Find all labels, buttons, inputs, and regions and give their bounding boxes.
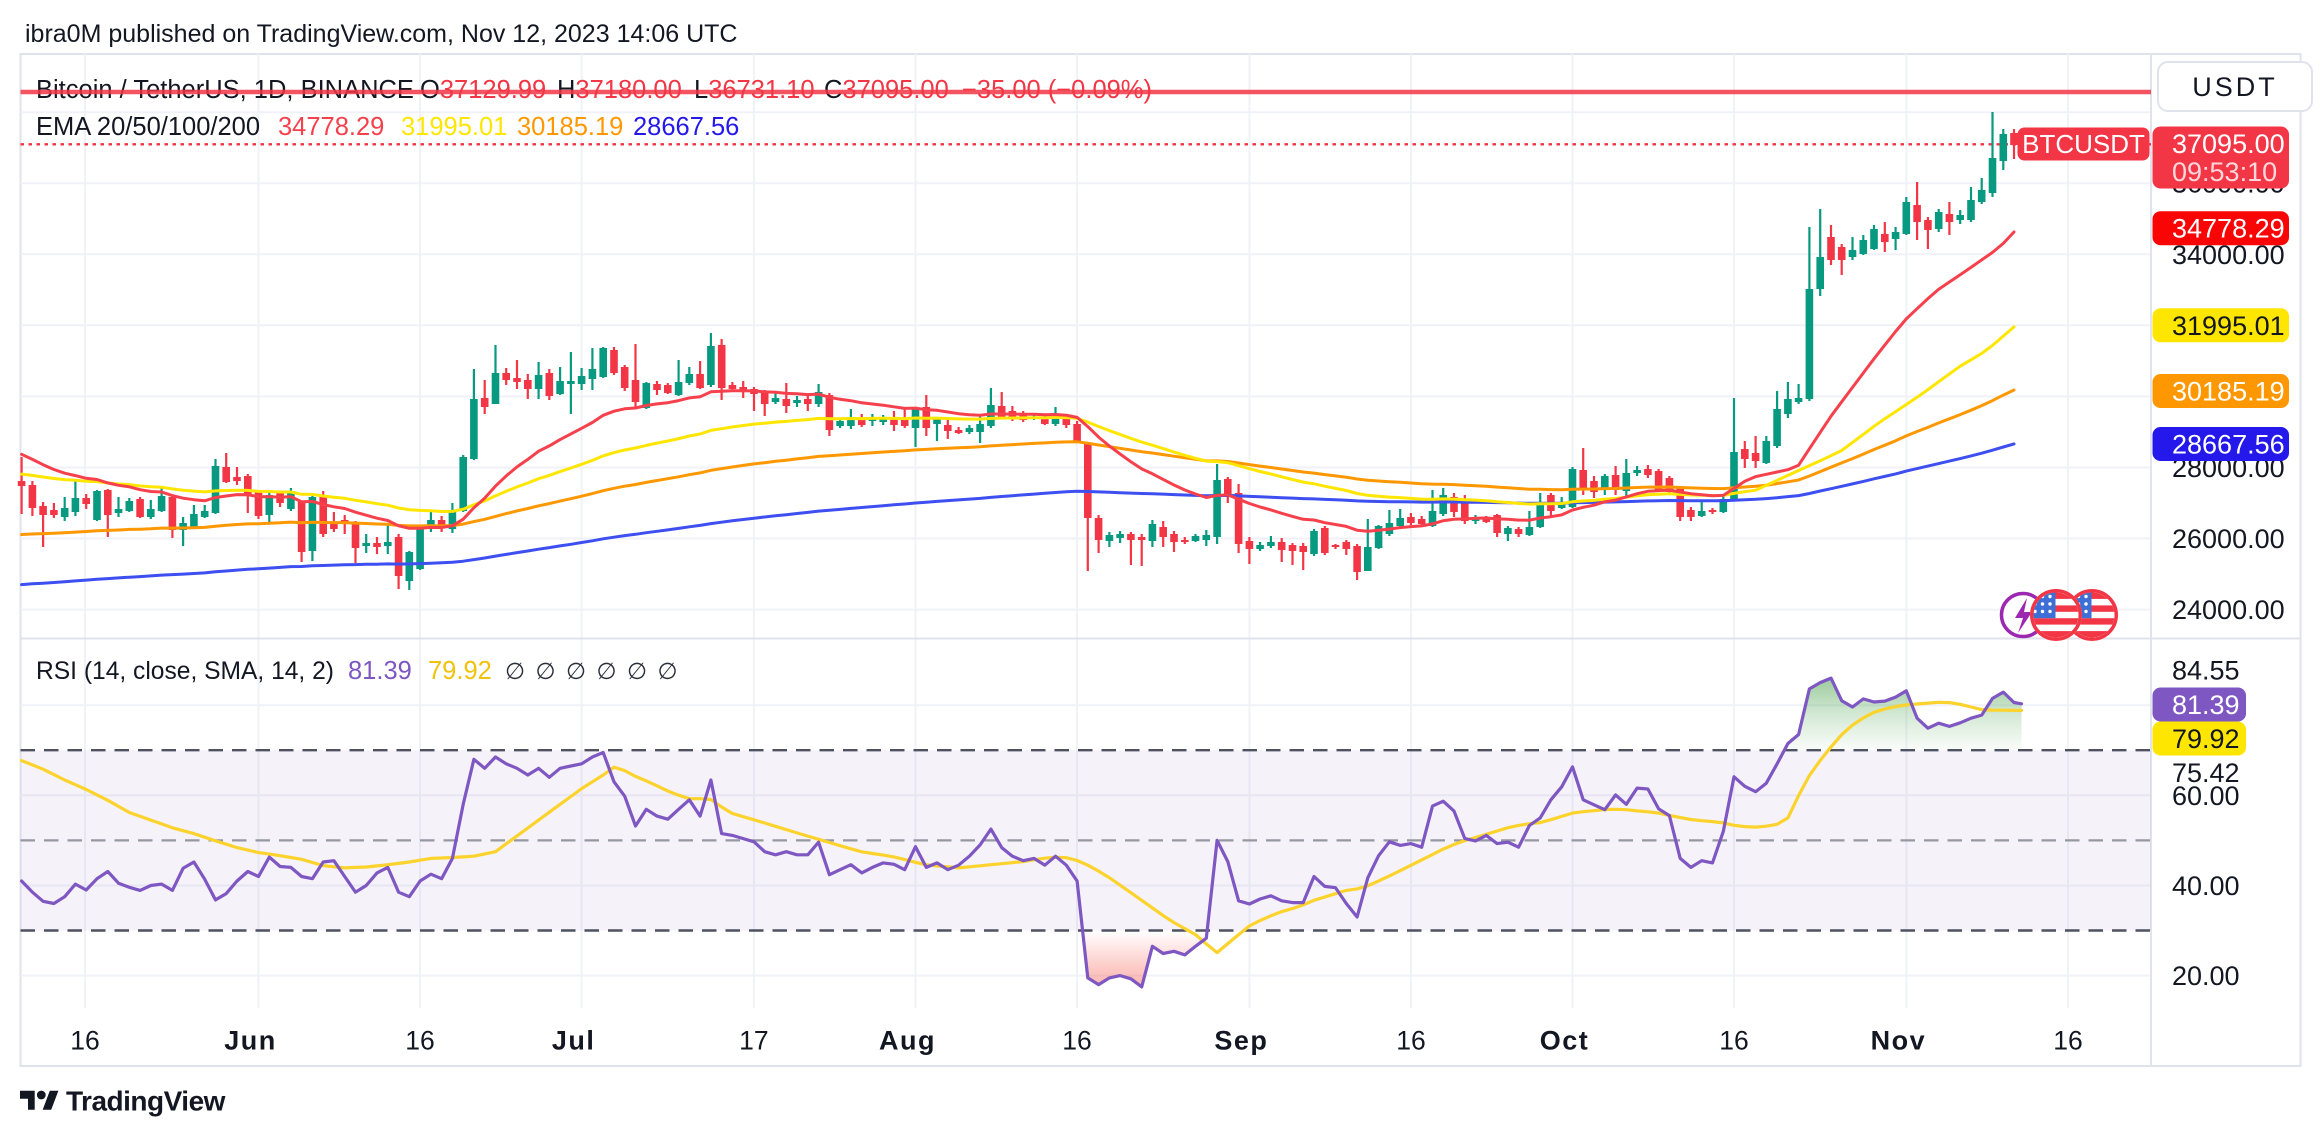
- svg-text:79.92: 79.92: [428, 657, 492, 685]
- svg-text:∅: ∅: [566, 658, 586, 684]
- svg-text:∅: ∅: [658, 658, 678, 684]
- svg-text:Oct: Oct: [1540, 1026, 1590, 1056]
- svg-text:RSI (14, close, SMA, 14, 2): RSI (14, close, SMA, 14, 2): [36, 658, 334, 685]
- svg-text:20.00: 20.00: [2172, 961, 2240, 991]
- svg-text:09:53:10: 09:53:10: [2172, 157, 2277, 187]
- svg-text:Sep: Sep: [1214, 1026, 1268, 1056]
- svg-text:ibra0M published on TradingVie: ibra0M published on TradingView.com, Nov…: [25, 20, 737, 48]
- svg-text:Jul: Jul: [552, 1026, 596, 1056]
- svg-text:Jun: Jun: [224, 1026, 277, 1056]
- svg-text:EMA 20/50/100/200: EMA 20/50/100/200: [36, 113, 260, 141]
- svg-text:34778.29: 34778.29: [278, 113, 384, 141]
- svg-text:16: 16: [1719, 1026, 1748, 1056]
- svg-text:24000.00: 24000.00: [2172, 595, 2285, 625]
- svg-text:USDT: USDT: [2192, 72, 2278, 102]
- svg-text:16: 16: [2053, 1026, 2082, 1056]
- svg-text:17: 17: [739, 1026, 768, 1056]
- svg-text:TradingView: TradingView: [66, 1086, 226, 1117]
- svg-text:81.39: 81.39: [348, 657, 412, 685]
- svg-text:16: 16: [405, 1026, 434, 1056]
- svg-text:16: 16: [1062, 1026, 1091, 1056]
- svg-text:30185.19: 30185.19: [517, 113, 623, 141]
- svg-text:26000.00: 26000.00: [2172, 524, 2285, 554]
- svg-text:16: 16: [70, 1026, 99, 1056]
- svg-text:∅: ∅: [627, 658, 647, 684]
- svg-text:81.39: 81.39: [2172, 690, 2240, 720]
- svg-text:∅: ∅: [536, 658, 556, 684]
- svg-text:Aug: Aug: [879, 1026, 936, 1056]
- svg-text:∅: ∅: [597, 658, 617, 684]
- svg-text:60.00: 60.00: [2172, 781, 2240, 811]
- svg-text:75.42: 75.42: [2172, 758, 2240, 788]
- svg-text:40.00: 40.00: [2172, 871, 2240, 901]
- svg-text:79.92: 79.92: [2172, 724, 2240, 754]
- svg-text:34778.29: 34778.29: [2172, 214, 2285, 244]
- svg-text:28667.56: 28667.56: [2172, 430, 2285, 460]
- svg-text:16: 16: [1396, 1026, 1425, 1056]
- svg-text:∅: ∅: [505, 658, 525, 684]
- svg-text:31995.01: 31995.01: [2172, 311, 2285, 341]
- svg-text:30185.19: 30185.19: [2172, 377, 2285, 407]
- svg-text:84.55: 84.55: [2172, 656, 2240, 686]
- svg-text:28667.56: 28667.56: [633, 113, 739, 141]
- svg-text:BTCUSDT: BTCUSDT: [2022, 129, 2145, 159]
- svg-text:31995.01: 31995.01: [401, 113, 507, 141]
- svg-text:Nov: Nov: [1871, 1026, 1927, 1056]
- svg-text:37095.00: 37095.00: [2172, 129, 2285, 159]
